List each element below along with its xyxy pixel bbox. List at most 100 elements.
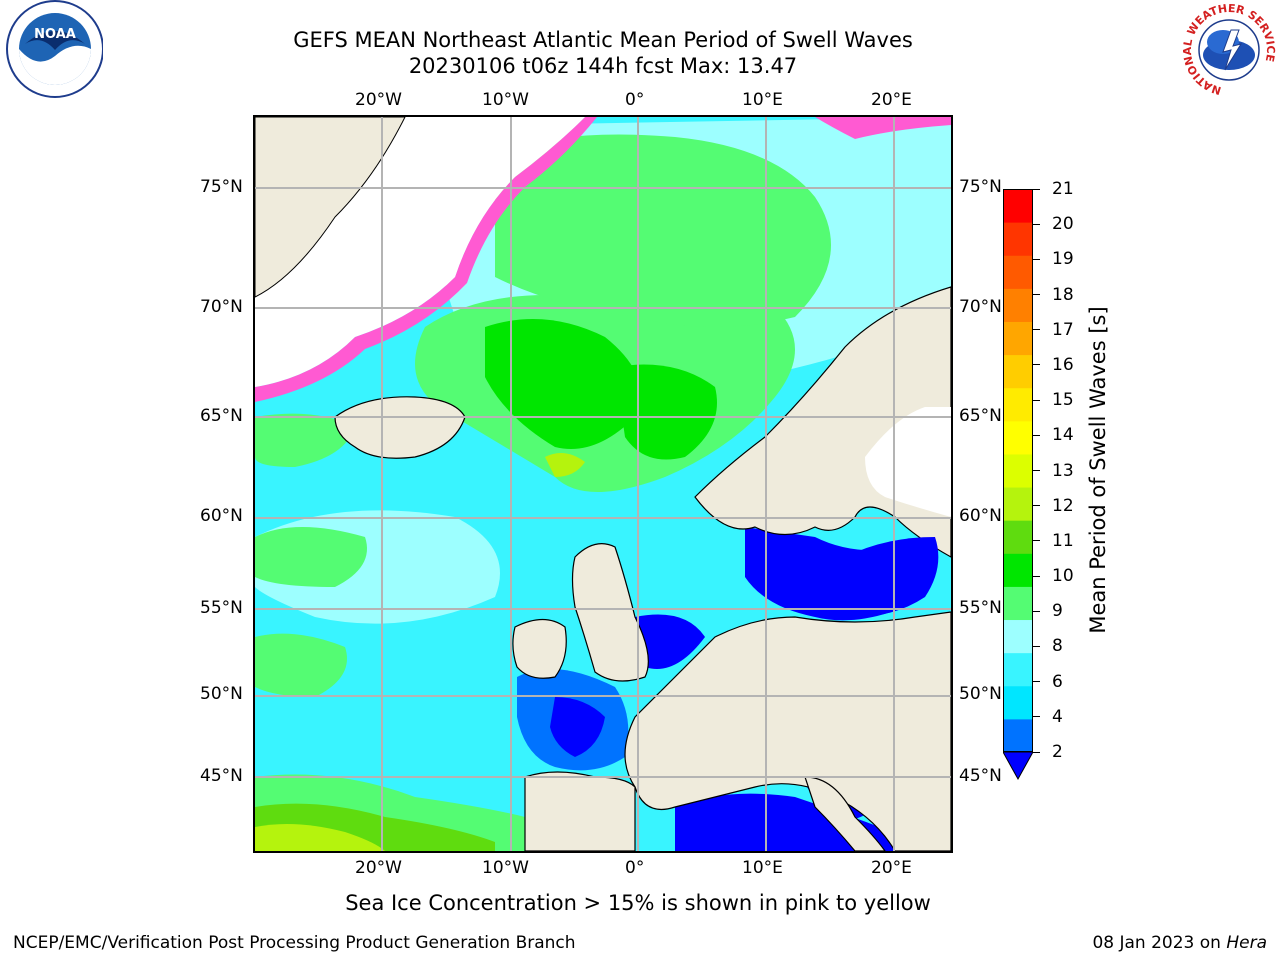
lat-label-right: 55°N xyxy=(959,598,1002,618)
swell-zone-9-10 xyxy=(255,527,367,587)
colorbar-tick-mark xyxy=(1033,364,1040,366)
colorbar-tick-label: 2 xyxy=(1052,742,1063,762)
baltic-sea xyxy=(841,537,939,617)
colorbar-border xyxy=(1003,189,1033,752)
colorbar-tick-label: 11 xyxy=(1052,530,1074,551)
colorbar-tick-label: 20 xyxy=(1052,214,1074,235)
colorbar-swatch xyxy=(1003,255,1033,289)
colorbar-swatches xyxy=(1002,189,1034,781)
ireland-land xyxy=(512,618,567,679)
colorbar-tick-label: 18 xyxy=(1052,284,1074,305)
lon-label-top: 10°W xyxy=(482,90,529,110)
colorbar-swatch xyxy=(1003,354,1033,389)
swell-zone-9-10 xyxy=(255,413,355,467)
colorbar-swatch xyxy=(1003,453,1033,488)
lat-label-left: 75°N xyxy=(200,177,243,197)
colorbar-swatch xyxy=(1003,387,1033,422)
lon-label-bottom: 20°W xyxy=(355,858,402,878)
colorbar-tick-mark xyxy=(1033,540,1040,542)
colorbar-tick-mark xyxy=(1033,188,1040,190)
colorbar-tick-mark xyxy=(1033,294,1040,296)
colorbar-tick-label: 6 xyxy=(1052,671,1063,692)
sea-ice-caption: Sea Ice Concentration > 15% is shown in … xyxy=(345,891,931,915)
lat-label-right: 75°N xyxy=(959,177,1002,197)
greenland-land xyxy=(255,117,406,298)
colorbar-tick-mark xyxy=(1033,223,1040,225)
colorbar-swatch xyxy=(1003,685,1033,720)
lon-label-top: 0° xyxy=(625,90,645,110)
lat-label-left: 70°N xyxy=(200,297,243,317)
lat-label-left: 50°N xyxy=(200,684,243,704)
colorbar-tick-mark xyxy=(1033,470,1040,471)
colorbar-tick-mark xyxy=(1033,505,1040,507)
iberia-land xyxy=(524,771,636,851)
colorbar xyxy=(1002,189,1034,781)
lat-label-left: 65°N xyxy=(200,406,243,426)
colorbar-tick-mark xyxy=(1033,258,1040,260)
lon-label-top: 10°E xyxy=(742,90,783,110)
colorbar-swatch xyxy=(1003,222,1033,256)
colorbar-swatch xyxy=(1003,487,1033,521)
italy-land xyxy=(804,776,886,851)
lon-label-bottom: 10°E xyxy=(742,858,783,878)
swell-zone-below-2 xyxy=(550,697,605,757)
swell-zone-12-13 xyxy=(545,453,585,477)
colorbar-tick-label: 9 xyxy=(1052,601,1063,622)
colorbar-swatch xyxy=(1003,189,1033,223)
lat-label-left: 55°N xyxy=(200,598,243,618)
colorbar-tick-label: 8 xyxy=(1052,636,1063,657)
lon-label-top: 20°E xyxy=(871,90,912,110)
colorbar-extend-arrow xyxy=(1002,751,1034,781)
footer-timestamp: 08 Jan 2023 on Hera xyxy=(1092,933,1267,953)
lon-label-bottom: 0° xyxy=(625,858,645,878)
swell-zone-9-10 xyxy=(255,633,347,697)
footer-date: 08 Jan 2023 on xyxy=(1092,933,1227,953)
iceland-land xyxy=(334,396,466,459)
colorbar-tick-label: 10 xyxy=(1052,566,1074,587)
colorbar-swatch xyxy=(1003,718,1033,753)
colorbar-swatch xyxy=(1003,420,1033,455)
colorbar-swatch xyxy=(1003,619,1033,654)
lat-label-left: 45°N xyxy=(200,766,243,786)
continental-europe-land xyxy=(624,611,951,851)
colorbar-tick-label: 19 xyxy=(1052,249,1074,270)
colorbar-tick-label: 14 xyxy=(1052,425,1074,446)
colorbar-label: Mean Period of Swell Waves [s] xyxy=(1086,306,1110,634)
colorbar-swatch xyxy=(1003,520,1033,554)
colorbar-tick-mark xyxy=(1033,716,1040,718)
lat-label-right: 65°N xyxy=(959,406,1002,426)
colorbar-swatch xyxy=(1003,553,1033,587)
map-gridlines xyxy=(255,117,951,851)
swell-zone-below-2 xyxy=(635,614,705,669)
lon-label-top: 20°W xyxy=(355,90,402,110)
colorbar-swatch xyxy=(1003,586,1033,621)
colorbar-tick-label: 12 xyxy=(1052,495,1074,516)
swell-zone-12-13 xyxy=(255,823,385,851)
swell-zone-9-10 xyxy=(495,134,831,327)
colorbar-tick-mark xyxy=(1033,399,1040,401)
colorbar-tick-mark xyxy=(1033,681,1040,683)
footer-credit: NCEP/EMC/Verification Post Processing Pr… xyxy=(13,933,576,953)
nws-logo: NATIONAL WEATHER SERVICE xyxy=(1179,0,1279,100)
colorbar-tick-mark xyxy=(1033,329,1040,331)
colorbar-tick-label: 16 xyxy=(1052,354,1074,375)
lat-label-right: 45°N xyxy=(959,766,1002,786)
map-panel xyxy=(253,115,953,853)
chart-title: GEFS MEAN Northeast Atlantic Mean Period… xyxy=(293,28,913,52)
colorbar-tick-mark xyxy=(1033,645,1040,647)
colorbar-tick-label: 4 xyxy=(1052,706,1063,727)
lat-label-left: 60°N xyxy=(200,506,243,526)
gulf-of-bothnia-ice xyxy=(865,407,951,517)
noaa-logo-text: NOAA xyxy=(34,27,76,42)
lat-label-right: 60°N xyxy=(959,506,1002,526)
map-canvas xyxy=(255,117,951,851)
colorbar-tick-mark xyxy=(1033,575,1040,577)
colorbar-swatch xyxy=(1003,288,1033,322)
sea-ice-edge xyxy=(815,117,951,139)
colorbar-tick-mark xyxy=(1033,434,1040,436)
great-britain-land xyxy=(571,543,649,682)
colorbar-tick-label: 17 xyxy=(1052,319,1074,340)
swell-zone-10-11 xyxy=(615,364,717,460)
lat-label-right: 70°N xyxy=(959,297,1002,317)
colorbar-tick-mark xyxy=(1033,751,1040,753)
